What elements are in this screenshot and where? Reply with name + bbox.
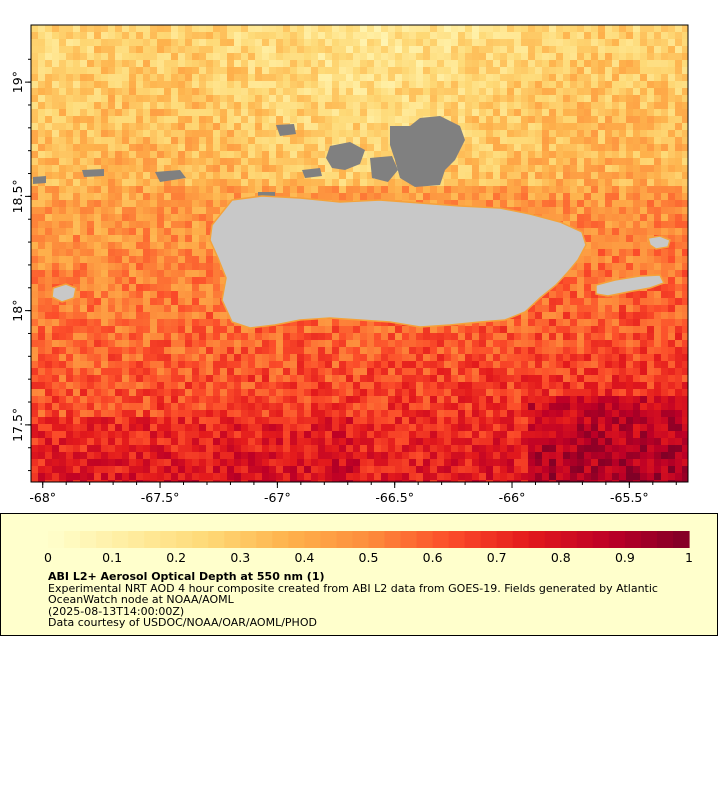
lat-tick-label: 18.5° xyxy=(10,179,25,213)
colorbar-tick-label: 0.5 xyxy=(359,550,379,565)
colorbar-cell xyxy=(416,531,434,548)
aod-map: -68° -67.5° -67° -66.5° -66° -65.5° 19°18.5°1… xyxy=(10,24,689,505)
colorbar-cell xyxy=(368,531,386,548)
map-panel: -68° -67.5° -67° -66.5° -66° -65.5° 19° 18.5° 1… xyxy=(10,24,689,505)
colorbar-cell xyxy=(560,531,578,548)
caption-title: ABI L2+ Aerosol Optical Depth at 550 nm … xyxy=(48,570,325,583)
no-data-patch xyxy=(326,142,365,170)
colorbar-cell xyxy=(496,531,514,548)
colorbar-cell xyxy=(336,531,354,548)
colorbar-cell xyxy=(464,531,482,548)
longitude-labels: -68° -67.5° -67° -66.5° -66° -65.5° xyxy=(29,490,648,505)
latitude-labels: 19° 18.5° 18° 17.5° xyxy=(10,71,25,442)
caption: ABI L2+ Aerosol Optical Depth at 550 nm … xyxy=(48,571,708,629)
caption-line-3: (2025-08-13T14:00:00Z) xyxy=(48,604,185,618)
colorbar-cell xyxy=(432,531,450,548)
colorbar-cell xyxy=(448,531,466,548)
colorbar-cell xyxy=(320,531,338,548)
no-data-patch xyxy=(370,156,398,182)
colorbar-cell xyxy=(256,531,273,548)
colorbar-cell xyxy=(272,531,289,548)
land-puerto-rico xyxy=(209,195,587,329)
colorbar-tick-label: 0.8 xyxy=(551,550,571,565)
legend-panel: 0 0.1 0.2 0.3 0.4 0.5 0.6 0.7 0.8 0.9 1 ABI L2+ Ae… xyxy=(0,513,718,636)
colorbar-cell xyxy=(624,531,642,548)
land-masks xyxy=(51,195,671,329)
colorbar-tick-label: 0.4 xyxy=(294,550,314,565)
colorbar-cell xyxy=(64,531,81,548)
colorbar-cells xyxy=(48,531,690,548)
lon-tick-label: -65.5° xyxy=(610,490,649,505)
colorbar-cell xyxy=(48,531,65,548)
colorbar-cell xyxy=(304,531,322,548)
colorbar-cell xyxy=(400,531,418,548)
colorbar-tick-labels: 0 0.1 0.2 0.3 0.4 0.5 0.6 0.7 0.8 0.9 1 xyxy=(44,550,693,565)
colorbar-tick-label: 0.3 xyxy=(230,550,250,565)
lat-tick-label: 17.5° xyxy=(10,408,25,442)
lat-tick-label: 18° xyxy=(10,300,25,322)
land-culebra xyxy=(647,235,671,250)
caption-line-2: OceanWatch node at NOAA/AOML xyxy=(48,593,234,606)
colorbar-cell xyxy=(480,531,498,548)
colorbar: 0 0.1 0.2 0.3 0.4 0.5 0.6 0.7 0.8 0.9 1 xyxy=(44,531,693,565)
colorbar-cell xyxy=(656,531,674,548)
colorbar-cell xyxy=(512,531,530,548)
colorbar-cell xyxy=(592,531,610,548)
caption-line-1: Experimental NRT AOD 4 hour composite cr… xyxy=(48,581,658,595)
colorbar-cell xyxy=(208,531,225,548)
no-data-patch xyxy=(82,169,104,177)
lon-tick-label: -68° xyxy=(29,490,56,505)
colorbar-cell xyxy=(544,531,562,548)
colorbar-tick-label: 0.1 xyxy=(102,550,122,565)
colorbar-cell xyxy=(288,531,305,548)
colorbar-tick-label: 0.9 xyxy=(615,550,635,565)
colorbar-cell xyxy=(128,531,145,548)
land-mona xyxy=(51,283,77,303)
colorbar-cell xyxy=(144,531,161,548)
colorbar-tick-label: 0 xyxy=(44,550,52,565)
caption-line-4: Data courtesy of USDOC/NOAA/OAR/AOML/PHO… xyxy=(48,616,317,629)
colorbar-cell xyxy=(112,531,129,548)
colorbar-cell xyxy=(192,531,209,548)
colorbar-cell xyxy=(96,531,113,548)
colorbar-cell xyxy=(576,531,594,548)
colorbar-cell xyxy=(384,531,402,548)
colorbar-tick-label: 0.2 xyxy=(166,550,186,565)
no-data-patch xyxy=(155,170,186,182)
no-data-patch xyxy=(390,116,465,187)
colorbar-tick-label: 0.6 xyxy=(423,550,443,565)
colorbar-cell xyxy=(160,531,177,548)
no-data-patch xyxy=(33,176,46,184)
map-ticks xyxy=(25,58,677,488)
colorbar-cell xyxy=(224,531,241,548)
colorbar-cell xyxy=(80,531,97,548)
colorbar-cell xyxy=(176,531,193,548)
lon-tick-label: -66.5° xyxy=(375,490,414,505)
colorbar-tick-label: 0.7 xyxy=(487,550,507,565)
colorbar-tick-label: 1 xyxy=(685,550,693,565)
no-data-patch xyxy=(302,168,322,178)
lon-tick-label: -67° xyxy=(264,490,291,505)
colorbar-cell xyxy=(640,531,658,548)
lon-tick-label: -67.5° xyxy=(141,490,180,505)
colorbar-cell xyxy=(672,531,690,548)
no-data-patch xyxy=(276,124,296,136)
no-data-patches xyxy=(33,116,465,198)
colorbar-cell xyxy=(352,531,370,548)
colorbar-cell xyxy=(528,531,546,548)
lat-tick-label: 19° xyxy=(10,71,25,93)
land-vieques xyxy=(595,274,666,297)
colorbar-cell xyxy=(240,531,257,548)
colorbar-cell xyxy=(608,531,626,548)
lon-tick-label: -66° xyxy=(499,490,526,505)
map-frame xyxy=(30,24,689,483)
